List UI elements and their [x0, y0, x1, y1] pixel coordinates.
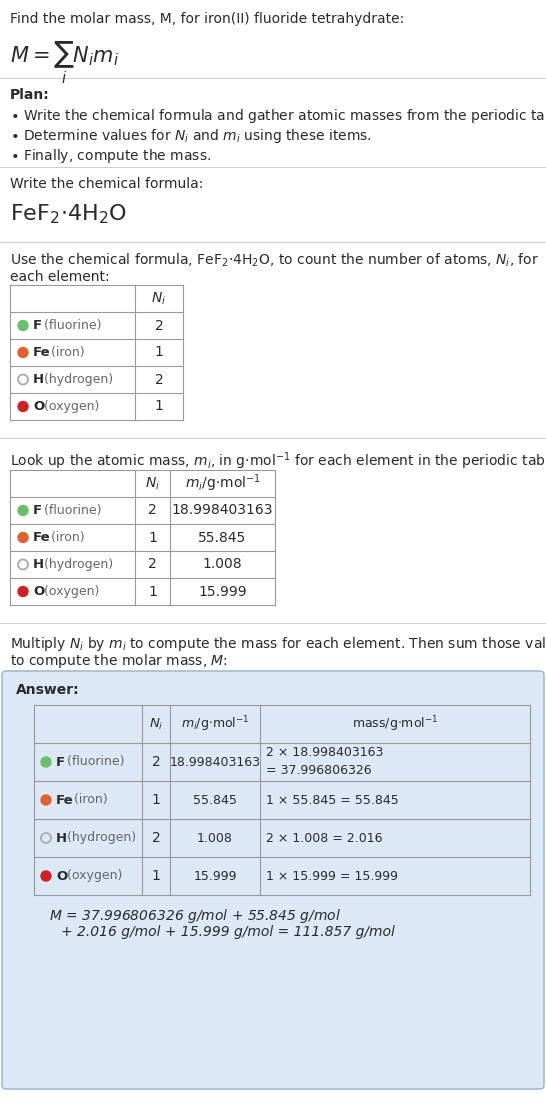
Text: $\bullet$ Determine values for $N_i$ and $m_i$ using these items.: $\bullet$ Determine values for $N_i$ and…: [10, 126, 372, 145]
Text: (oxygen): (oxygen): [40, 400, 99, 412]
Text: $N_i$: $N_i$: [149, 716, 163, 732]
Text: 2: 2: [155, 373, 163, 386]
Text: Look up the atomic mass, $m_i$, in g$\cdot$mol$^{-1}$ for each element in the pe: Look up the atomic mass, $m_i$, in g$\cd…: [10, 450, 546, 472]
Circle shape: [18, 402, 28, 411]
Text: (fluorine): (fluorine): [40, 319, 102, 332]
Text: H: H: [56, 832, 67, 845]
Text: = 37.996806326: = 37.996806326: [266, 764, 372, 778]
Text: $m_i$/g$\cdot$mol$^{-1}$: $m_i$/g$\cdot$mol$^{-1}$: [181, 714, 250, 734]
Text: 1: 1: [148, 530, 157, 544]
Text: 2: 2: [152, 755, 161, 769]
Text: Write the chemical formula:: Write the chemical formula:: [10, 177, 203, 191]
Text: $\bullet$ Finally, compute the mass.: $\bullet$ Finally, compute the mass.: [10, 147, 211, 165]
Text: $m_i$/g$\cdot$mol$^{-1}$: $m_i$/g$\cdot$mol$^{-1}$: [185, 473, 260, 494]
Text: each element:: each element:: [10, 270, 110, 284]
Text: 18.998403163: 18.998403163: [172, 504, 273, 517]
Text: + 2.016 g/mol + 15.999 g/mol = 111.857 g/mol: + 2.016 g/mol + 15.999 g/mol = 111.857 g…: [61, 925, 395, 939]
Text: 2 × 18.998403163: 2 × 18.998403163: [266, 747, 383, 759]
Text: $\bullet$ Write the chemical formula and gather atomic masses from the periodic : $\bullet$ Write the chemical formula and…: [10, 107, 546, 125]
Text: Fe: Fe: [33, 346, 51, 359]
Circle shape: [41, 757, 51, 767]
Text: F: F: [33, 319, 42, 332]
Text: (fluorine): (fluorine): [63, 756, 124, 769]
Text: Fe: Fe: [33, 531, 51, 544]
Circle shape: [18, 348, 28, 358]
Text: (iron): (iron): [70, 793, 108, 806]
Text: Fe: Fe: [56, 793, 74, 806]
Text: Use the chemical formula, $\mathrm{FeF_2{\cdot}4H_2O}$, to count the number of a: Use the chemical formula, $\mathrm{FeF_2…: [10, 252, 539, 270]
Text: mass/g$\cdot$mol$^{-1}$: mass/g$\cdot$mol$^{-1}$: [352, 714, 438, 734]
Text: 1: 1: [148, 584, 157, 598]
Text: F: F: [56, 756, 65, 769]
FancyBboxPatch shape: [2, 671, 544, 1089]
Circle shape: [18, 532, 28, 542]
Text: 55.845: 55.845: [193, 793, 237, 806]
Text: 1: 1: [152, 793, 161, 807]
Text: (hydrogen): (hydrogen): [40, 558, 113, 571]
Text: $N_i$: $N_i$: [151, 290, 167, 307]
Text: (hydrogen): (hydrogen): [40, 373, 113, 386]
Text: O: O: [56, 869, 67, 882]
Text: $\mathrm{FeF_2{\cdot}4H_2O}$: $\mathrm{FeF_2{\cdot}4H_2O}$: [10, 202, 127, 226]
Text: $M$ = 37.996806326 g/mol + 55.845 g/mol: $M$ = 37.996806326 g/mol + 55.845 g/mol: [49, 908, 341, 925]
Text: 2: 2: [155, 319, 163, 332]
Text: (oxygen): (oxygen): [63, 869, 122, 882]
Text: 2 × 1.008 = 2.016: 2 × 1.008 = 2.016: [266, 832, 383, 845]
Text: 15.999: 15.999: [198, 584, 247, 598]
Text: F: F: [33, 504, 42, 517]
Text: 1 × 15.999 = 15.999: 1 × 15.999 = 15.999: [266, 869, 398, 882]
Text: 2: 2: [152, 830, 161, 845]
Text: to compute the molar mass, $M$:: to compute the molar mass, $M$:: [10, 652, 228, 670]
Text: 1 × 55.845 = 55.845: 1 × 55.845 = 55.845: [266, 793, 399, 806]
Text: 15.999: 15.999: [193, 869, 237, 882]
Text: Multiply $N_i$ by $m_i$ to compute the mass for each element. Then sum those val: Multiply $N_i$ by $m_i$ to compute the m…: [10, 635, 546, 653]
Text: 55.845: 55.845: [198, 530, 247, 544]
Text: O: O: [33, 585, 44, 598]
Text: 1: 1: [155, 399, 163, 414]
Text: (hydrogen): (hydrogen): [63, 832, 136, 845]
Text: 1.008: 1.008: [197, 832, 233, 845]
Text: Find the molar mass, M, for iron(II) fluoride tetrahydrate:: Find the molar mass, M, for iron(II) flu…: [10, 12, 404, 26]
Text: (iron): (iron): [46, 346, 84, 359]
Text: Plan:: Plan:: [10, 88, 50, 102]
Text: 2: 2: [148, 504, 157, 517]
Text: H: H: [33, 373, 44, 386]
Text: (oxygen): (oxygen): [40, 585, 99, 598]
Circle shape: [41, 795, 51, 805]
Text: O: O: [33, 400, 44, 412]
Text: (iron): (iron): [46, 531, 84, 544]
Text: $N_i$: $N_i$: [145, 475, 160, 492]
Text: 2: 2: [148, 558, 157, 572]
Circle shape: [41, 871, 51, 881]
Circle shape: [18, 586, 28, 596]
Text: Answer:: Answer:: [16, 683, 80, 697]
Text: 1: 1: [155, 345, 163, 360]
Text: 18.998403163: 18.998403163: [169, 756, 260, 769]
Text: $M = \sum_i N_i m_i$: $M = \sum_i N_i m_i$: [10, 40, 119, 86]
Circle shape: [18, 320, 28, 330]
Text: 1.008: 1.008: [203, 558, 242, 572]
Text: H: H: [33, 558, 44, 571]
Circle shape: [18, 506, 28, 516]
Text: (fluorine): (fluorine): [40, 504, 102, 517]
Text: 1: 1: [152, 869, 161, 883]
